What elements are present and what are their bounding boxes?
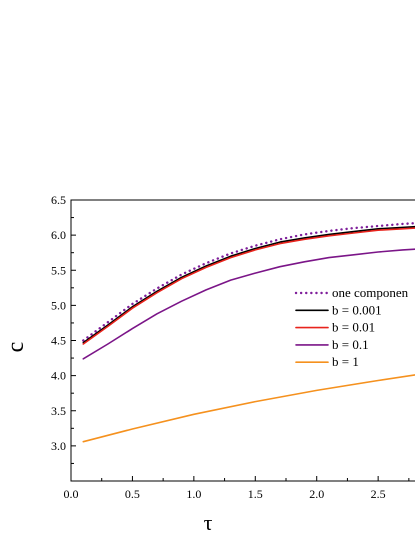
- x-tick-label: 0.0: [64, 487, 79, 501]
- y-tick-label: 4.5: [51, 334, 66, 348]
- series-line-3: [82, 248, 415, 360]
- series-line-4: [82, 374, 415, 443]
- series-line-0: [82, 221, 415, 342]
- legend-label: b = 0.01: [332, 320, 375, 335]
- x-tick-label: 2.5: [371, 487, 386, 501]
- y-tick-label: 3.0: [51, 439, 66, 453]
- legend-label: one componen: [332, 285, 409, 300]
- plot-frame: [70, 199, 415, 482]
- axis-ticks: 0.0 0.5 1.0 1.5 2.0 2.5 3.0 3.5 4.0 4.5 5.0 5.5 6.0 6…: [51, 193, 410, 501]
- series-line-2: [82, 227, 415, 345]
- y-tick-label: 6.5: [51, 193, 66, 207]
- y-tick-label: 4.0: [51, 369, 66, 383]
- x-axis-title: τ: [204, 510, 213, 535]
- legend-label: b = 0.001: [332, 302, 382, 317]
- x-tick-label: 1.0: [186, 487, 201, 501]
- y-tick-label: 3.5: [51, 404, 66, 418]
- x-tick-label: 1.5: [248, 487, 263, 501]
- series-lines: [82, 221, 415, 443]
- y-tick-label: 6.0: [51, 228, 66, 242]
- series-line-1: [82, 225, 415, 344]
- legend-label: b = 0.1: [332, 337, 369, 352]
- x-tick-label: 0.5: [125, 487, 140, 501]
- y-axis-title: c: [3, 342, 29, 353]
- y-tick-label: 5.0: [51, 298, 66, 312]
- y-tick-label: 5.5: [51, 263, 66, 277]
- legend: one componen b = 0.001 b = 0.01 b = 0.1 b = …: [294, 285, 409, 369]
- legend-label: b = 1: [332, 354, 359, 369]
- x-tick-label: 2.0: [309, 487, 324, 501]
